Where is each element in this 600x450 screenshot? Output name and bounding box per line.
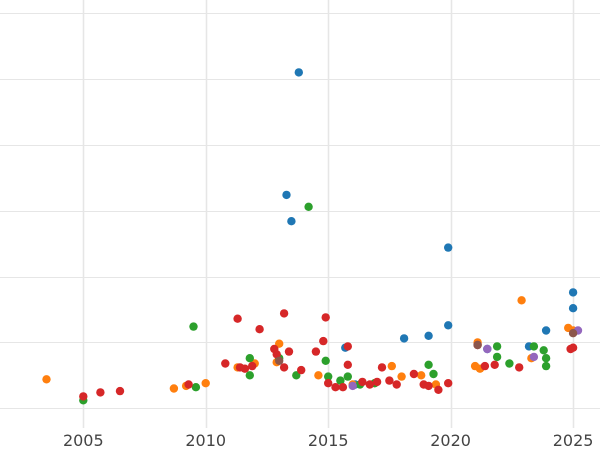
x-tick-label: 2015: [308, 431, 349, 450]
data-point: [184, 380, 193, 389]
data-point: [515, 363, 524, 372]
data-point: [255, 325, 264, 334]
x-tick-label: 2025: [553, 431, 594, 450]
data-point: [42, 375, 51, 384]
data-point: [444, 243, 453, 252]
x-tick-label: 2020: [430, 431, 471, 450]
data-point: [385, 376, 394, 385]
data-point: [282, 190, 291, 200]
data-point: [338, 383, 348, 392]
data-point: [505, 359, 514, 368]
data-point: [245, 371, 254, 380]
data-point: [321, 356, 330, 365]
data-point: [272, 350, 281, 359]
data-point: [473, 340, 482, 350]
data-point: [245, 354, 254, 363]
data-point: [248, 361, 257, 371]
data-point: [233, 314, 242, 323]
data-point: [314, 371, 323, 380]
data-point: [429, 369, 438, 379]
data-point: [294, 68, 303, 77]
data-point: [79, 392, 88, 401]
data-point: [275, 339, 284, 348]
data-points: [42, 68, 583, 405]
data-point: [568, 329, 578, 338]
data-point: [275, 356, 284, 365]
data-point: [372, 377, 382, 387]
data-point: [399, 334, 409, 343]
data-point: [387, 361, 396, 371]
data-point: [539, 346, 548, 355]
data-point: [348, 381, 357, 391]
data-point: [304, 202, 313, 211]
data-point: [424, 381, 433, 391]
data-point: [287, 217, 296, 226]
data-point: [201, 379, 210, 388]
data-point: [541, 326, 551, 335]
data-point: [240, 364, 250, 373]
data-point: [392, 380, 401, 389]
data-point: [191, 383, 201, 392]
data-point: [492, 352, 502, 362]
data-point: [336, 376, 345, 385]
data-point: [297, 365, 306, 375]
data-point: [221, 359, 230, 368]
data-point: [568, 304, 578, 313]
data-point: [358, 377, 367, 387]
data-point: [279, 309, 289, 318]
data-point: [444, 379, 453, 388]
data-point: [424, 331, 433, 340]
data-point: [490, 360, 499, 369]
data-point: [529, 342, 539, 351]
data-point: [377, 363, 387, 372]
data-point: [409, 369, 419, 379]
data-point: [324, 379, 333, 388]
data-point: [311, 347, 321, 356]
data-point: [343, 372, 352, 381]
data-point: [492, 342, 502, 351]
data-point: [568, 288, 578, 297]
data-point: [331, 383, 340, 392]
x-tick-label: 2005: [63, 431, 104, 450]
data-point: [444, 321, 453, 330]
data-point: [397, 372, 406, 381]
data-point: [319, 336, 328, 346]
data-point: [279, 363, 289, 372]
x-axis-ticks: 2005 2010 2015 2020 2025: [63, 431, 594, 450]
data-point: [424, 360, 433, 369]
data-point: [541, 354, 551, 363]
data-point: [343, 360, 352, 369]
data-point: [483, 344, 492, 354]
grid: [0, 0, 600, 428]
data-point: [480, 361, 490, 371]
data-point: [169, 384, 179, 393]
data-point: [529, 352, 539, 362]
data-point: [343, 342, 352, 351]
data-point: [541, 361, 551, 371]
data-point: [324, 372, 333, 381]
data-point: [321, 313, 330, 322]
data-point: [434, 385, 443, 394]
data-point: [365, 380, 374, 389]
data-point: [284, 347, 294, 356]
x-tick-label: 2010: [185, 431, 226, 450]
data-point: [517, 296, 526, 305]
data-point: [96, 388, 105, 397]
data-point: [417, 371, 426, 380]
data-point: [568, 343, 578, 352]
data-point: [115, 386, 125, 396]
data-point: [189, 322, 198, 331]
